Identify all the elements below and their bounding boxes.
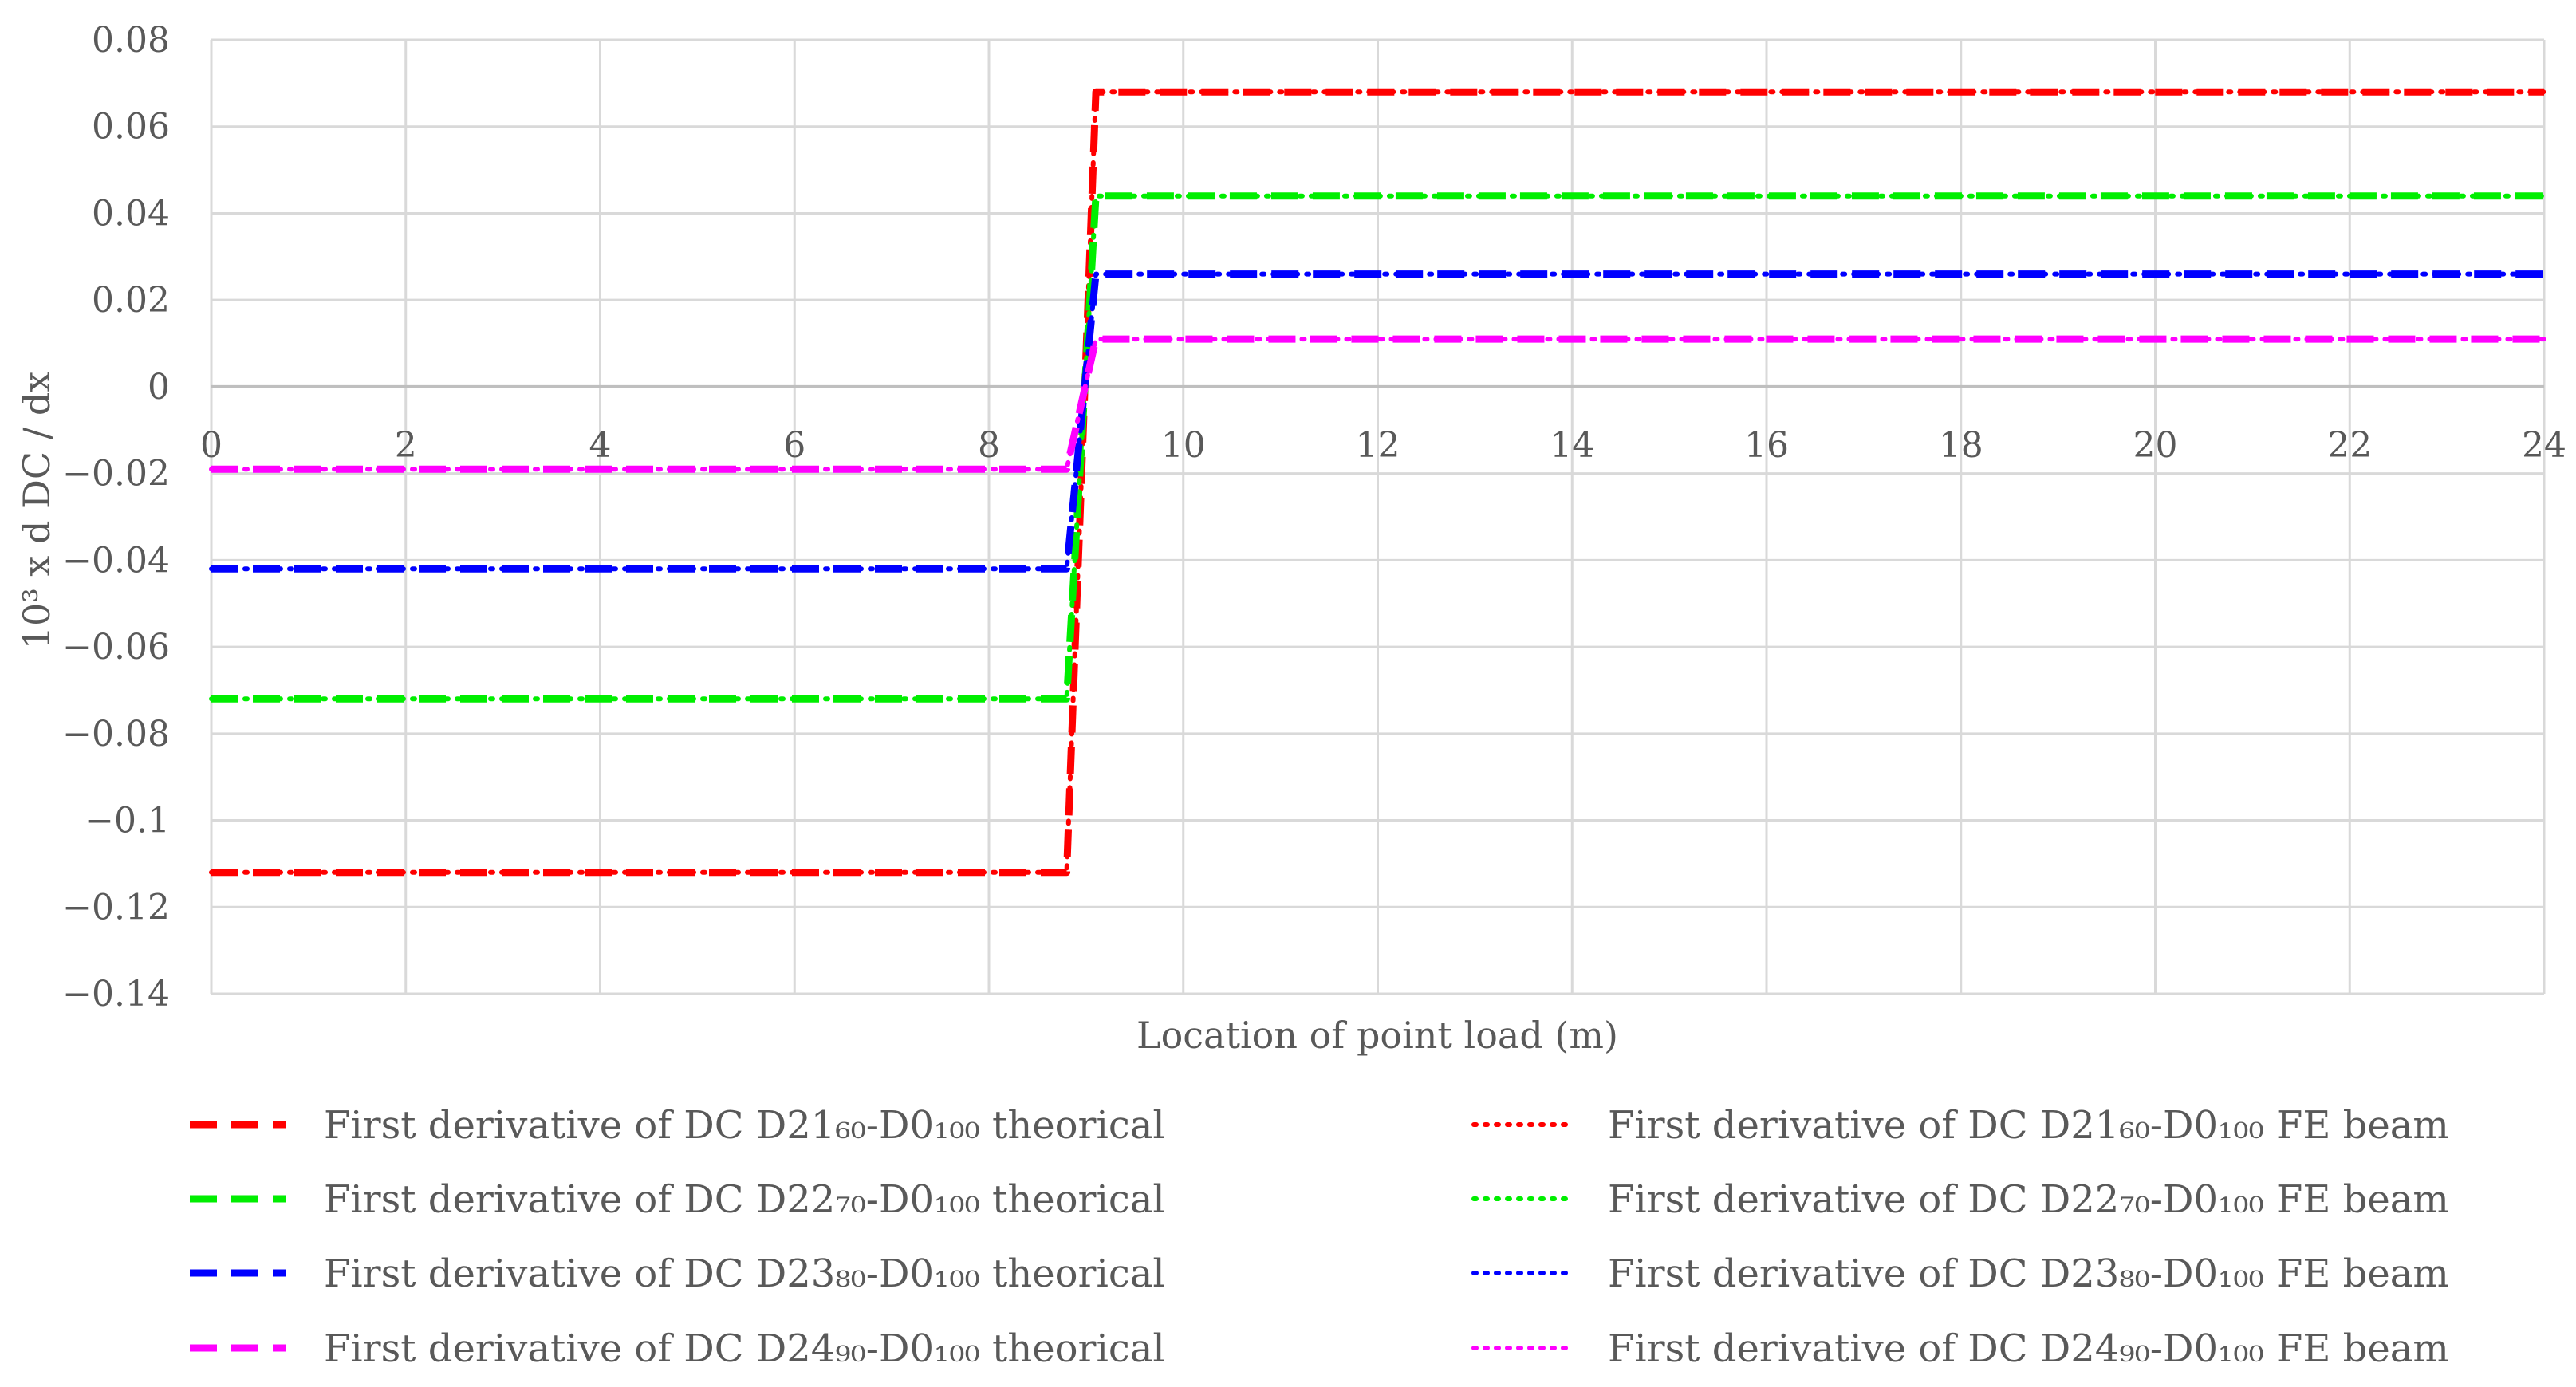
x-tick-label: 6 [783, 425, 805, 466]
x-tick-label: 0 [200, 425, 223, 466]
y-tick-label: −0.02 [62, 454, 170, 495]
y-axis-title: 10³ x d DC / dx [15, 372, 58, 649]
legend-label-4: First derivative of DC D22₇₀-D0₁₀₀ FE be… [1608, 1177, 2449, 1222]
y-tick-label: 0.04 [92, 193, 170, 234]
legend-label-6: First derivative of DC D23₈₀-D0₁₀₀ FE be… [1608, 1251, 2449, 1296]
y-tick-label: 0.06 [92, 107, 170, 148]
legend-label-5: First derivative of DC D23₈₀-D0₁₀₀ theor… [324, 1251, 1165, 1296]
legend-label-3: First derivative of DC D22₇₀-D0₁₀₀ theor… [324, 1177, 1165, 1222]
x-tick-label: 18 [1939, 425, 1983, 466]
y-tick-label: −0.08 [62, 714, 170, 755]
y-tick-label: 0 [148, 367, 170, 408]
legend-label-1: First derivative of DC D21₆₀-D0₁₀₀ theor… [324, 1103, 1165, 1148]
x-axis-ticks: 0 2 4 6 8 10 12 14 16 18 20 22 24 [200, 425, 2566, 466]
x-tick-label: 20 [2133, 425, 2178, 466]
x-tick-label: 10 [1161, 425, 1206, 466]
x-tick-label: 12 [1356, 425, 1400, 466]
y-tick-label: 0.02 [92, 280, 170, 321]
legend: First derivative of DC D21₆₀-D0₁₀₀ theor… [190, 1103, 2449, 1371]
series-group [209, 88, 2546, 877]
y-tick-label: −0.06 [62, 627, 170, 668]
x-tick-label: 24 [2522, 425, 2566, 466]
series-line-8 [209, 337, 2546, 472]
series-line-2 [209, 89, 2546, 875]
y-tick-label: −0.1 [85, 801, 170, 841]
x-tick-label: 22 [2327, 425, 2372, 466]
y-tick-label: −0.12 [62, 887, 170, 928]
y-tick-label: −0.04 [62, 540, 170, 581]
legend-label-7: First derivative of DC D24₉₀-D0₁₀₀ theor… [324, 1326, 1165, 1371]
grid [210, 38, 2546, 995]
y-tick-label: 0.08 [92, 20, 170, 61]
y-tick-label: −0.14 [62, 974, 170, 1015]
x-tick-label: 16 [1744, 425, 1789, 466]
x-axis-title: Location of point load (m) [1136, 1014, 1618, 1057]
x-tick-label: 2 [395, 425, 417, 466]
y-axis-ticks: 0.08 0.06 0.04 0.02 0 −0.02 −0.04 −0.06 −0.08 −0.… [62, 20, 170, 1015]
x-tick-label: 4 [589, 425, 612, 466]
series-line-6 [209, 271, 2546, 572]
x-tick-label: 8 [978, 425, 1000, 466]
legend-label-8: First derivative of DC D24₉₀-D0₁₀₀ FE be… [1608, 1326, 2449, 1371]
legend-label-2: First derivative of DC D21₆₀-D0₁₀₀ FE be… [1608, 1103, 2449, 1148]
x-tick-label: 14 [1550, 425, 1594, 466]
